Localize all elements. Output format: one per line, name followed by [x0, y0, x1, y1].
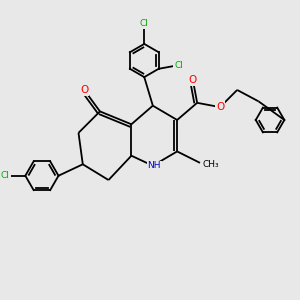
Text: Cl: Cl: [140, 20, 149, 28]
Text: CH₃: CH₃: [202, 160, 219, 169]
Text: O: O: [80, 85, 88, 95]
Text: Cl: Cl: [174, 61, 183, 70]
Text: O: O: [189, 75, 197, 85]
Text: O: O: [216, 102, 224, 112]
Text: Cl: Cl: [1, 171, 10, 180]
Text: NH: NH: [148, 161, 161, 170]
